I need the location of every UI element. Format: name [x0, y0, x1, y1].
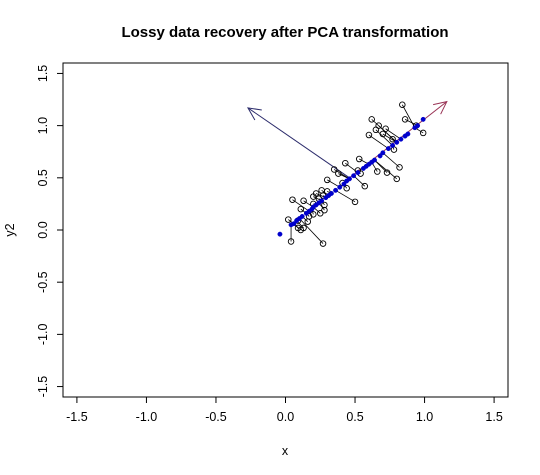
- recovered-points: [277, 116, 426, 237]
- y-tick-label: -0.5: [36, 271, 50, 293]
- original-point: [343, 184, 350, 192]
- original-point: [300, 197, 307, 205]
- y-axis: -1.5 -1.0 -0.5 0.0 0.5 1.0 1.5: [36, 65, 64, 398]
- recovered-point: [277, 231, 283, 237]
- original-point: [365, 131, 373, 139]
- pc-arrow-head-2: [433, 100, 448, 115]
- original-point: [368, 116, 375, 123]
- y-tick-label: 0.5: [36, 169, 50, 186]
- original-point: [396, 164, 403, 171]
- projection-line: [299, 218, 324, 244]
- x-axis-label: x: [282, 444, 289, 458]
- original-point: [304, 218, 312, 225]
- recovered-point: [294, 218, 300, 224]
- original-point: [342, 159, 349, 167]
- x-tick-label: -1.5: [66, 410, 88, 424]
- original-point: [383, 169, 391, 176]
- original-point: [351, 198, 359, 206]
- projection-line: [368, 134, 389, 149]
- original-point: [330, 166, 338, 173]
- recovered-point: [351, 173, 357, 179]
- recovered-point: [412, 125, 418, 131]
- chart-title: Lossy data recovery after PCA transforma…: [121, 24, 448, 41]
- original-point: [321, 206, 328, 214]
- recovered-point: [380, 150, 386, 156]
- original-point: [375, 122, 382, 129]
- original-point: [323, 176, 331, 184]
- recovered-point: [288, 222, 294, 228]
- original-point: [335, 170, 342, 177]
- original-point: [382, 125, 389, 133]
- original-point: [319, 240, 327, 247]
- recovered-point: [360, 165, 366, 171]
- projection-line: [292, 199, 310, 212]
- original-point: [374, 168, 381, 175]
- original-point: [317, 210, 324, 217]
- projection-line: [401, 104, 416, 128]
- y-tick-label: 0.0: [36, 221, 50, 238]
- projection-line: [378, 125, 398, 143]
- recovered-point: [377, 153, 383, 159]
- recovered-point: [303, 210, 309, 216]
- x-tick-label: 0.0: [277, 410, 294, 424]
- projection-line: [335, 189, 356, 203]
- original-point: [355, 155, 363, 163]
- original-point: [361, 182, 369, 190]
- original-point: [379, 130, 387, 138]
- recovered-point: [394, 139, 400, 145]
- recovered-point: [390, 143, 396, 148]
- recovered-point: [398, 136, 404, 142]
- y-tick-label: -1.5: [36, 376, 50, 398]
- original-point: [389, 135, 396, 143]
- y-tick-label: -1.0: [36, 324, 50, 346]
- pc-arrow-head-1: [247, 107, 262, 121]
- original-point: [285, 216, 292, 223]
- recovered-point: [385, 146, 391, 152]
- x-tick-label: 1.5: [485, 410, 502, 424]
- recovered-point: [355, 170, 361, 176]
- original-point: [297, 205, 305, 213]
- original-point: [401, 116, 409, 123]
- y-tick-label: 1.0: [36, 117, 50, 134]
- original-point: [289, 196, 296, 203]
- x-tick-label: -0.5: [205, 410, 227, 424]
- original-points: [285, 101, 427, 247]
- recovered-point: [344, 178, 350, 184]
- projection-line: [375, 129, 393, 146]
- projection-lines: [288, 104, 424, 244]
- x-tick-label: 1.0: [416, 410, 433, 424]
- principal-component-arrows: [247, 100, 448, 179]
- recovered-point: [333, 187, 339, 193]
- recovered-point: [337, 184, 343, 190]
- x-tick-label: 0.5: [346, 410, 363, 424]
- recovered-point: [341, 181, 347, 187]
- y-tick-label: 1.5: [36, 65, 50, 82]
- recovered-point: [323, 195, 329, 201]
- original-point: [393, 175, 401, 183]
- original-point: [294, 224, 302, 232]
- original-point: [399, 101, 406, 108]
- x-axis: -1.5 -1.0 -0.5 0.0 0.5 1.0 1.5: [66, 396, 503, 424]
- y-axis-label: y2: [3, 223, 17, 236]
- recovered-point: [402, 133, 408, 139]
- recovered-point: [420, 116, 426, 122]
- original-point: [310, 193, 317, 200]
- projection-line: [374, 159, 398, 180]
- x-tick-label: -1.0: [136, 410, 158, 424]
- original-point: [287, 238, 295, 245]
- original-point: [419, 129, 427, 137]
- projection-line: [382, 152, 400, 168]
- pc-arrow-1: [247, 107, 350, 179]
